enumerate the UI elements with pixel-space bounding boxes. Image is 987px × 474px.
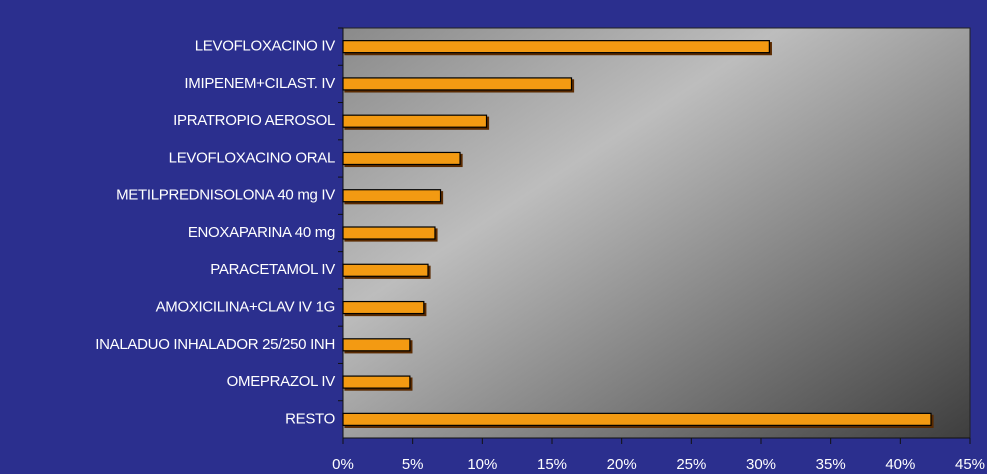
y-tick-label: METILPREDNISOLONA 40 mg IV	[116, 187, 335, 204]
y-tick-label: LEVOFLOXACINO ORAL	[169, 149, 335, 166]
x-tick-label: 30%	[746, 456, 776, 473]
x-tick-label: 20%	[607, 456, 637, 473]
bar	[342, 412, 932, 426]
y-tick-label: IMIPENEM+CILAST. IV	[184, 75, 335, 92]
bar	[342, 40, 770, 54]
bar	[342, 338, 411, 352]
x-tick-label: 35%	[816, 456, 846, 473]
y-tick-label: ENOXAPARINA 40 mg	[188, 224, 335, 241]
x-tick-label: 5%	[402, 456, 424, 473]
x-tick-label: 45%	[955, 456, 985, 473]
y-tick-label: OMEPRAZOL IV	[227, 373, 336, 390]
bar	[342, 263, 429, 277]
y-tick-label: PARACETAMOL IV	[210, 261, 335, 278]
x-tick-label: 0%	[332, 456, 354, 473]
bar	[342, 77, 573, 91]
y-tick-label: IPRATROPIO AEROSOL	[173, 112, 335, 129]
x-tick-label: 10%	[467, 456, 497, 473]
bar	[342, 226, 436, 240]
y-tick-label: INALADUO INHALADOR 25/250 INH	[95, 336, 335, 353]
bar	[342, 300, 425, 315]
bar	[342, 151, 461, 166]
bar	[342, 189, 442, 203]
plot-area	[342, 27, 971, 439]
y-tick-label: AMOXICILINA+CLAV IV 1G	[156, 299, 335, 316]
x-tick-label: 15%	[537, 456, 567, 473]
x-tick-label: 25%	[676, 456, 706, 473]
y-tick-label: LEVOFLOXACINO IV	[195, 38, 336, 55]
bar	[342, 114, 488, 128]
bar	[342, 375, 411, 389]
y-tick-label: RESTO	[285, 410, 335, 427]
x-tick-label: 40%	[885, 456, 915, 473]
